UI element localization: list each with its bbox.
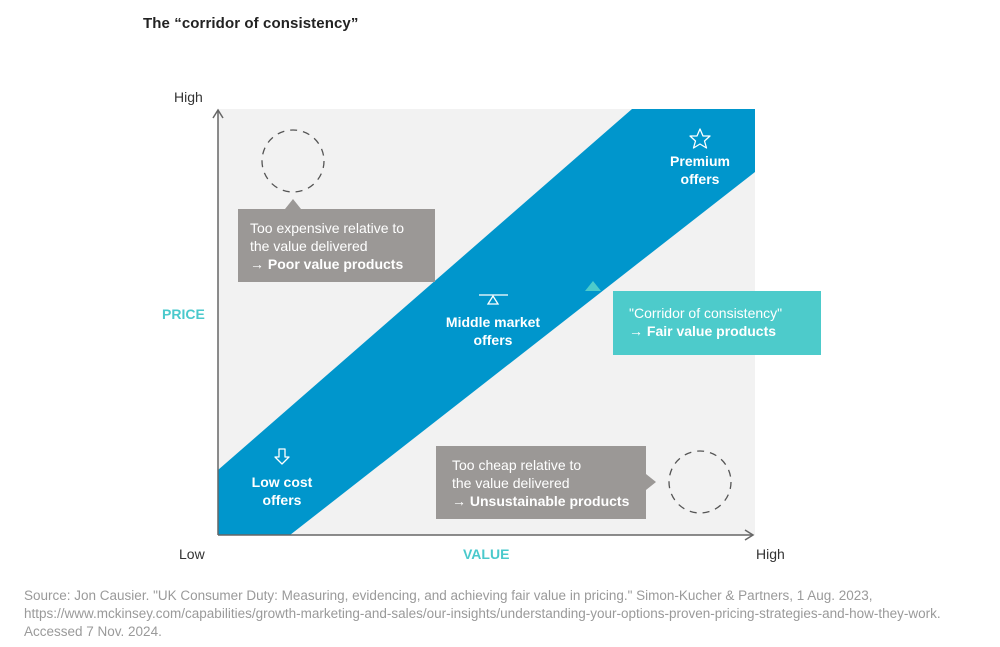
low-line2: offers <box>262 492 302 508</box>
callout-cheap-line3: → Unsustainable products <box>452 493 630 509</box>
callout-fair-line2: → Fair value products <box>629 323 777 339</box>
callout-poor-line2: the value delivered <box>250 238 368 254</box>
y-axis-high-label: High <box>174 89 203 105</box>
callout-cheap-line2: the value delivered <box>452 475 570 491</box>
low-line1: Low cost <box>251 474 313 490</box>
x-axis-low-label: Low <box>179 546 205 562</box>
middle-line1: Middle market <box>445 314 541 330</box>
callout-poor-line3: → Poor value products <box>250 256 404 272</box>
premium-line1: Premium <box>670 153 730 169</box>
callout-fair-value: "Corridor of consistency" → Fair value p… <box>613 291 821 355</box>
callout-cheap-line1: Too cheap relative to <box>452 457 582 473</box>
dashed-circle-cheap <box>668 450 732 514</box>
callout-poor-value: Too expensive relative to the value deli… <box>238 209 435 282</box>
balance-scale-icon <box>479 294 508 305</box>
callout-pointer-cheap <box>646 474 656 490</box>
star-icon <box>689 128 711 149</box>
y-axis-arrowhead <box>212 108 224 119</box>
low-cost-label: Low cost offers <box>237 473 327 509</box>
callout-fair-line1: "Corridor of consistency" <box>629 305 783 321</box>
callout-poor-line1: Too expensive relative to <box>250 220 405 236</box>
y-axis-name: PRICE <box>162 306 205 322</box>
x-axis-high-label: High <box>756 546 785 562</box>
corridor-band <box>218 109 755 535</box>
dashed-circle-expensive <box>261 129 325 193</box>
source-citation: Source: Jon Causier. "UK Consumer Duty: … <box>24 588 941 639</box>
callout-pointer-fair <box>585 281 601 291</box>
callout-pointer-expensive <box>285 199 301 209</box>
middle-line2: offers <box>473 332 513 348</box>
middle-market-label: Middle market offers <box>428 313 558 349</box>
x-axis-name: VALUE <box>463 546 510 562</box>
callout-unsustainable: Too cheap relative to the value delivere… <box>436 446 646 519</box>
diagram-title: The “corridor of consistency” <box>143 15 359 32</box>
premium-line2: offers <box>680 171 720 187</box>
premium-offers-label: Premium offers <box>650 152 750 188</box>
x-axis-arrowhead <box>744 529 755 541</box>
down-arrow-icon <box>274 448 290 465</box>
